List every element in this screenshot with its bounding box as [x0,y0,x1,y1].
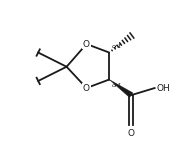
Text: OH: OH [156,83,170,93]
Text: O: O [83,83,90,93]
Text: O: O [128,129,135,137]
Text: or1: or1 [111,83,122,88]
Text: or1: or1 [111,44,122,49]
Polygon shape [109,80,133,97]
Text: O: O [83,39,90,49]
